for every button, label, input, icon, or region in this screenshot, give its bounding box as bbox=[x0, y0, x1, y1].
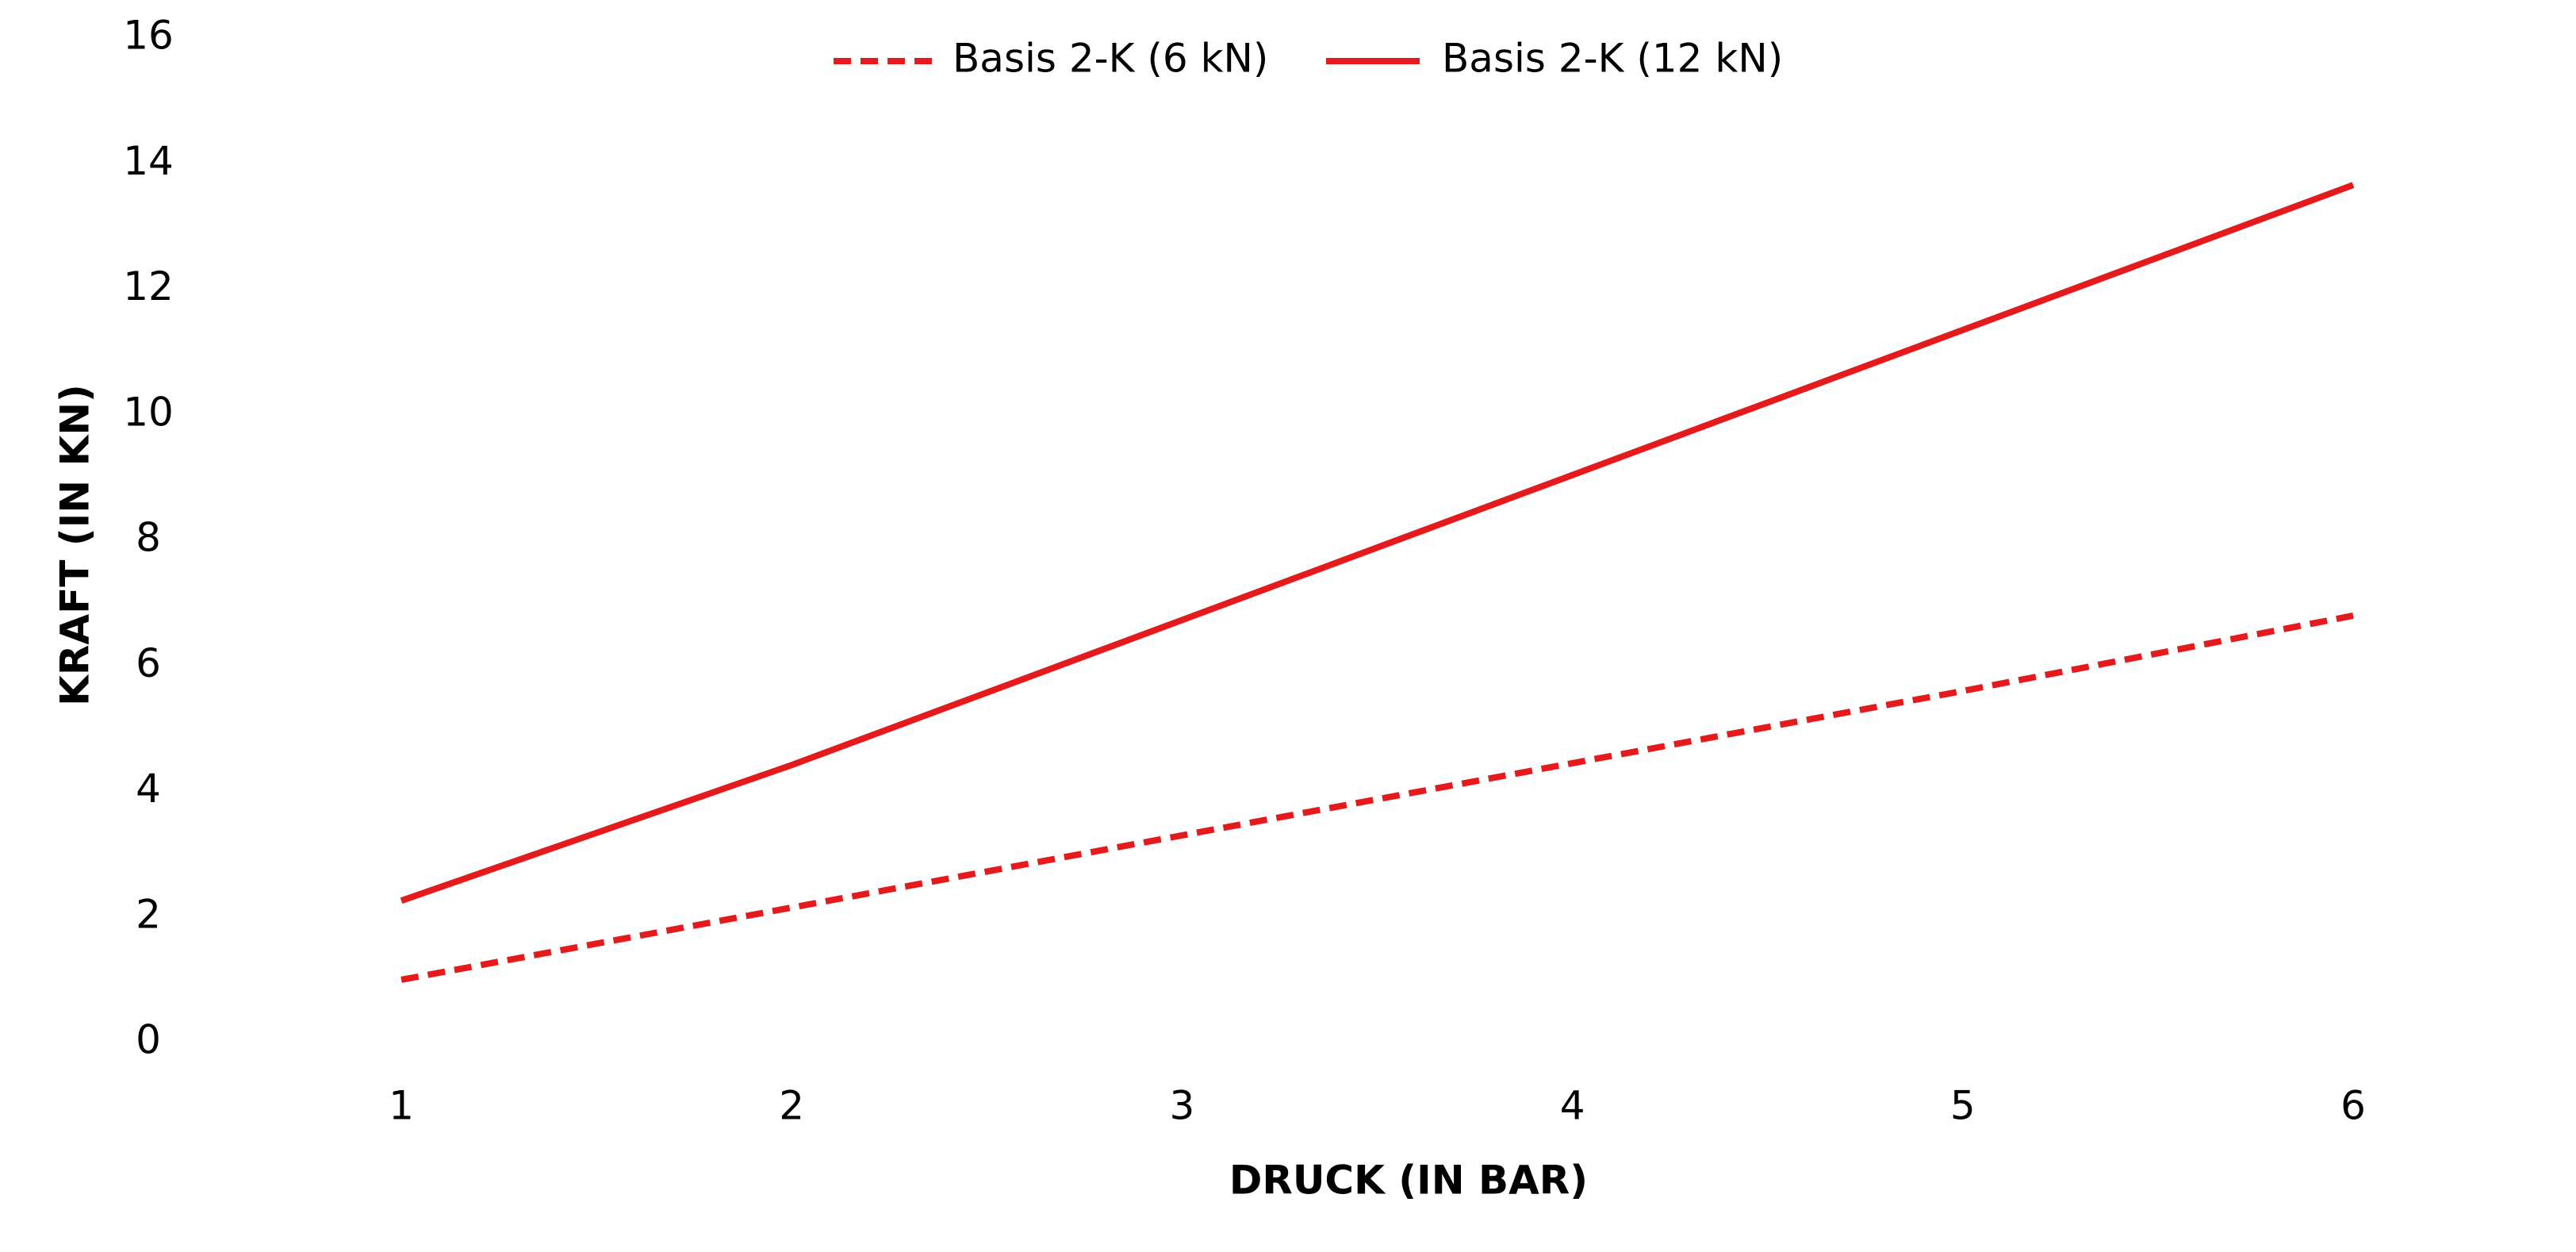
y-tick-label: 6 bbox=[136, 640, 161, 686]
y-tick-label: 8 bbox=[136, 515, 161, 561]
x-tick-label: 5 bbox=[1950, 1083, 1976, 1129]
series-line bbox=[400, 182, 2355, 904]
x-tick-label: 6 bbox=[2340, 1083, 2366, 1129]
x-tick-label: 1 bbox=[389, 1083, 414, 1129]
x-tick-label: 4 bbox=[1560, 1083, 1585, 1129]
x-axis-title: DRUCK (IN BAR) bbox=[1229, 1158, 1588, 1204]
y-tick-label: 2 bbox=[136, 891, 161, 937]
y-tick-label: 4 bbox=[136, 766, 161, 812]
y-tick-label: 0 bbox=[136, 1017, 161, 1063]
y-tick-label: 16 bbox=[123, 13, 174, 59]
x-tick-label: 2 bbox=[779, 1083, 804, 1129]
y-axis-title: KRAFT (IN KN) bbox=[52, 384, 98, 706]
y-tick-label: 10 bbox=[123, 389, 174, 435]
y-tick-label: 12 bbox=[123, 263, 174, 309]
series-line bbox=[401, 613, 2354, 983]
y-tick-label: 14 bbox=[123, 138, 174, 184]
legend-label: Basis 2-K (6 kN) bbox=[953, 36, 1268, 82]
legend-label: Basis 2-K (12 kN) bbox=[1442, 36, 1783, 82]
x-tick-label: 3 bbox=[1169, 1083, 1194, 1129]
